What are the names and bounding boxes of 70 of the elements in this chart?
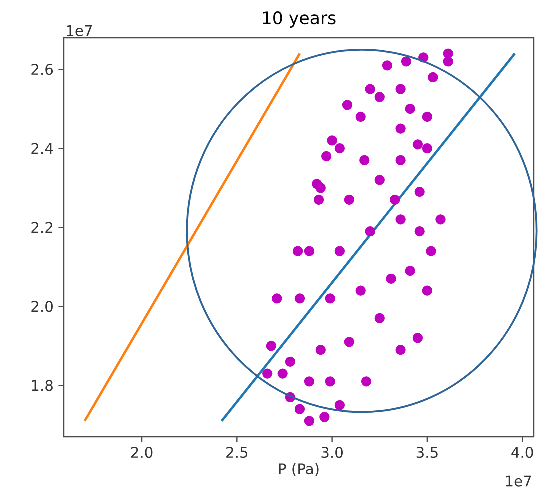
chart-title: 10 years — [263, 11, 336, 28]
point — [414, 226, 425, 237]
point — [334, 400, 345, 410]
text: 1e7 — [506, 476, 532, 487]
point — [443, 56, 454, 67]
point — [292, 246, 304, 256]
point — [327, 136, 338, 146]
point — [396, 84, 406, 94]
point — [412, 140, 423, 150]
point — [436, 214, 446, 225]
point — [320, 412, 330, 422]
point — [412, 333, 423, 344]
point — [322, 151, 332, 162]
y-tick-label: 2.2 — [32, 222, 52, 234]
point — [304, 416, 315, 426]
point — [414, 186, 425, 198]
point — [422, 286, 433, 296]
point — [365, 84, 376, 94]
point — [401, 56, 412, 67]
point — [344, 337, 354, 348]
y-tick-label: 1.8 — [32, 380, 53, 392]
point — [334, 144, 345, 154]
point — [278, 368, 288, 379]
point — [396, 155, 406, 166]
point — [304, 246, 315, 256]
x-axis-title: P (Pa) — [279, 463, 319, 476]
point — [426, 246, 436, 256]
point — [365, 226, 376, 237]
point — [285, 356, 296, 367]
point — [374, 175, 385, 186]
point — [304, 376, 315, 387]
point — [356, 112, 366, 122]
x-tick-label: 3.5 — [416, 447, 438, 458]
point — [266, 341, 276, 352]
point — [396, 214, 406, 225]
point — [422, 112, 433, 122]
point — [272, 294, 282, 304]
point — [342, 100, 353, 110]
point — [361, 376, 372, 387]
point — [356, 286, 366, 296]
point — [294, 404, 306, 414]
point — [334, 246, 345, 256]
point — [316, 345, 326, 356]
point — [374, 92, 385, 102]
point — [314, 194, 324, 206]
point — [312, 179, 322, 190]
point — [262, 368, 273, 379]
point — [294, 294, 306, 304]
point — [422, 144, 433, 154]
text: 1e7 — [67, 25, 92, 36]
point — [325, 294, 336, 304]
point — [325, 376, 336, 387]
x-tick-label: 2.0 — [131, 447, 153, 458]
point — [374, 313, 385, 324]
point — [396, 124, 406, 134]
y-tick-label: 2.6 — [32, 64, 54, 76]
y-tick-label: 2.0 — [32, 301, 53, 312]
point — [344, 194, 354, 206]
point — [360, 155, 370, 166]
x-tick-label: 4.0 — [512, 447, 534, 458]
point — [386, 274, 396, 284]
x-tick-label: 2.5 — [226, 447, 248, 458]
point — [405, 266, 416, 276]
point — [428, 72, 438, 83]
point — [396, 345, 406, 356]
point — [382, 60, 393, 71]
y-tick-label: 2.4 — [32, 143, 54, 154]
point — [405, 104, 416, 114]
point — [390, 194, 400, 206]
x-tick-label: 3.0 — [322, 447, 343, 458]
